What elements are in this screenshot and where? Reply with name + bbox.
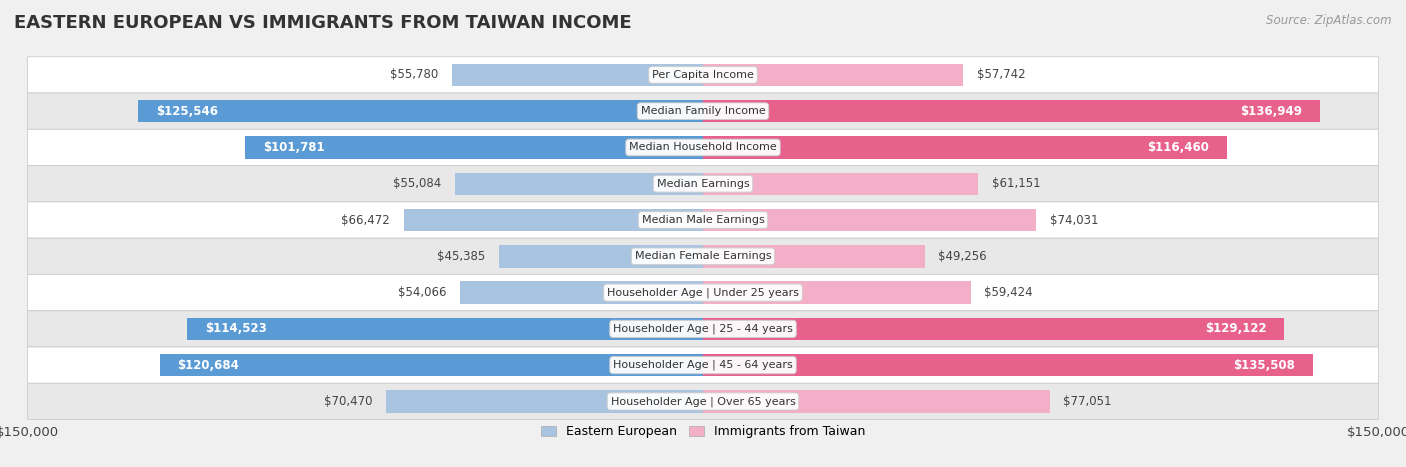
Bar (451, 64, 703, 86)
Text: $55,780: $55,780 (389, 68, 439, 81)
Text: $57,742: $57,742 (977, 68, 1025, 81)
Bar (159, 354, 703, 376)
Text: Householder Age | 45 - 64 years: Householder Age | 45 - 64 years (613, 360, 793, 370)
Text: Median Family Income: Median Family Income (641, 106, 765, 116)
FancyBboxPatch shape (28, 202, 1378, 238)
Text: $54,066: $54,066 (398, 286, 446, 299)
Bar (703, 318, 1285, 340)
FancyBboxPatch shape (28, 275, 1378, 311)
Text: Householder Age | Under 25 years: Householder Age | Under 25 years (607, 287, 799, 298)
Text: Median Male Earnings: Median Male Earnings (641, 215, 765, 225)
Text: $77,051: $77,051 (1063, 395, 1112, 408)
Text: Median Household Income: Median Household Income (628, 142, 778, 152)
FancyBboxPatch shape (28, 57, 1378, 93)
Bar (703, 172, 979, 195)
Bar (703, 245, 925, 268)
Text: Median Earnings: Median Earnings (657, 179, 749, 189)
Text: $116,460: $116,460 (1147, 141, 1209, 154)
FancyBboxPatch shape (28, 93, 1378, 129)
Bar (385, 390, 703, 413)
Bar (703, 136, 1227, 159)
Bar (703, 354, 1313, 376)
Text: EASTERN EUROPEAN VS IMMIGRANTS FROM TAIWAN INCOME: EASTERN EUROPEAN VS IMMIGRANTS FROM TAIW… (14, 14, 631, 32)
Text: $55,084: $55,084 (394, 177, 441, 190)
FancyBboxPatch shape (28, 383, 1378, 419)
Bar (703, 100, 1320, 122)
Text: $120,684: $120,684 (177, 359, 239, 372)
Bar (703, 209, 1036, 231)
Text: $101,781: $101,781 (263, 141, 325, 154)
Text: Per Capita Income: Per Capita Income (652, 70, 754, 80)
Bar (404, 209, 703, 231)
Bar (138, 100, 703, 122)
Text: $74,031: $74,031 (1050, 213, 1098, 226)
Bar (703, 390, 1050, 413)
Text: $61,151: $61,151 (991, 177, 1040, 190)
Text: $66,472: $66,472 (342, 213, 391, 226)
Text: $70,470: $70,470 (323, 395, 373, 408)
Text: Median Female Earnings: Median Female Earnings (634, 251, 772, 262)
Text: Source: ZipAtlas.com: Source: ZipAtlas.com (1267, 14, 1392, 27)
FancyBboxPatch shape (28, 311, 1378, 347)
Legend: Eastern European, Immigrants from Taiwan: Eastern European, Immigrants from Taiwan (536, 420, 870, 443)
FancyBboxPatch shape (28, 238, 1378, 275)
Bar (187, 318, 703, 340)
Text: $114,523: $114,523 (205, 322, 267, 335)
Bar (703, 64, 963, 86)
Bar (703, 281, 970, 304)
Text: $49,256: $49,256 (938, 250, 987, 263)
Text: $45,385: $45,385 (437, 250, 485, 263)
Text: $125,546: $125,546 (156, 105, 218, 118)
FancyBboxPatch shape (28, 347, 1378, 383)
FancyBboxPatch shape (28, 129, 1378, 166)
Bar (499, 245, 703, 268)
Text: Householder Age | 25 - 44 years: Householder Age | 25 - 44 years (613, 324, 793, 334)
Text: $135,508: $135,508 (1233, 359, 1295, 372)
Text: $136,949: $136,949 (1240, 105, 1302, 118)
Bar (245, 136, 703, 159)
Text: $129,122: $129,122 (1205, 322, 1267, 335)
Text: $59,424: $59,424 (984, 286, 1033, 299)
Text: Householder Age | Over 65 years: Householder Age | Over 65 years (610, 396, 796, 407)
Bar (460, 281, 703, 304)
Bar (456, 172, 703, 195)
FancyBboxPatch shape (28, 166, 1378, 202)
